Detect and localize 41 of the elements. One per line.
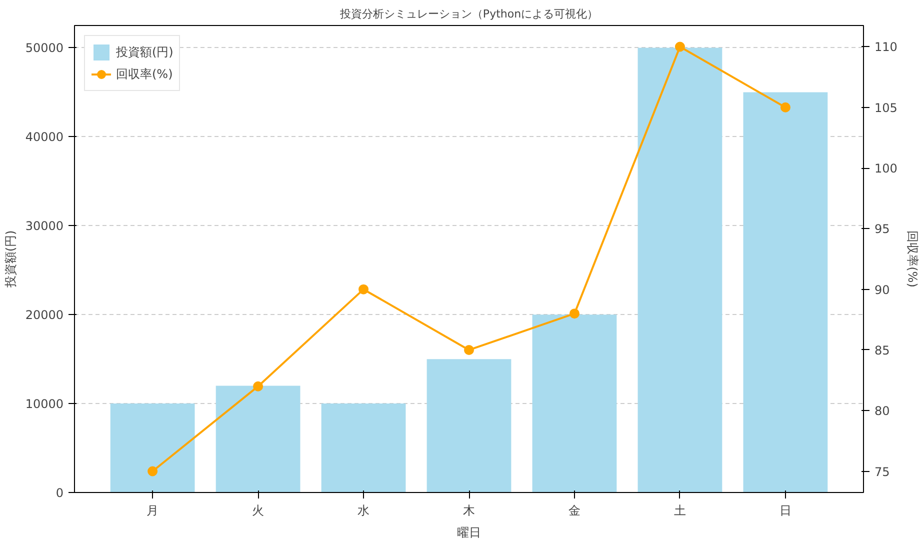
x-tick-label: 月 [146,504,159,518]
y-tick-label: 0 [56,486,64,500]
bar [110,404,195,492]
bar [426,359,512,492]
y2-tick-label: 90 [874,282,890,297]
y-tick-label: 10000 [25,397,64,412]
point [464,344,474,355]
y-tick-label: 40000 [25,130,64,144]
y2-tick-label: 110 [874,40,898,54]
y-axis-title: 投資額(円) [3,230,18,289]
bar [321,404,406,492]
y-tick-label: 50000 [25,41,64,56]
y2-tick-label: 105 [874,100,898,115]
x-axis-title: 曜日 [457,526,481,540]
x-tick-label: 日 [779,504,792,518]
point [780,102,790,112]
x-tick-label: 土 [674,504,686,518]
legend-label: 投資額(円) [116,44,174,60]
legend-label: 回収率(%) [116,66,173,82]
chart-title: 投資分析シミュレーション（Pythonによる可視化） [338,8,598,20]
point [674,42,685,52]
y2-tick-label: 95 [874,222,890,236]
bar [216,386,300,492]
point [358,284,369,294]
point [569,308,580,319]
y2-tick-label: 75 [874,464,890,479]
x-tick-label: 火 [252,504,264,518]
y2-tick-label: 85 [874,343,890,358]
bar [743,92,828,492]
y-tick-label: 20000 [25,308,64,322]
bar [638,48,722,492]
x-tick-label: 金 [568,504,580,518]
x-tick-label: 水 [358,504,370,518]
y-tick-label: 30000 [25,219,64,234]
point [253,381,264,392]
point [148,466,158,476]
y2-tick-label: 100 [874,162,898,176]
y2-tick-label: 80 [874,404,890,418]
x-tick-label: 木 [463,504,475,518]
bar [532,314,617,492]
y2-axis-title: 回収率(%) [905,230,920,288]
